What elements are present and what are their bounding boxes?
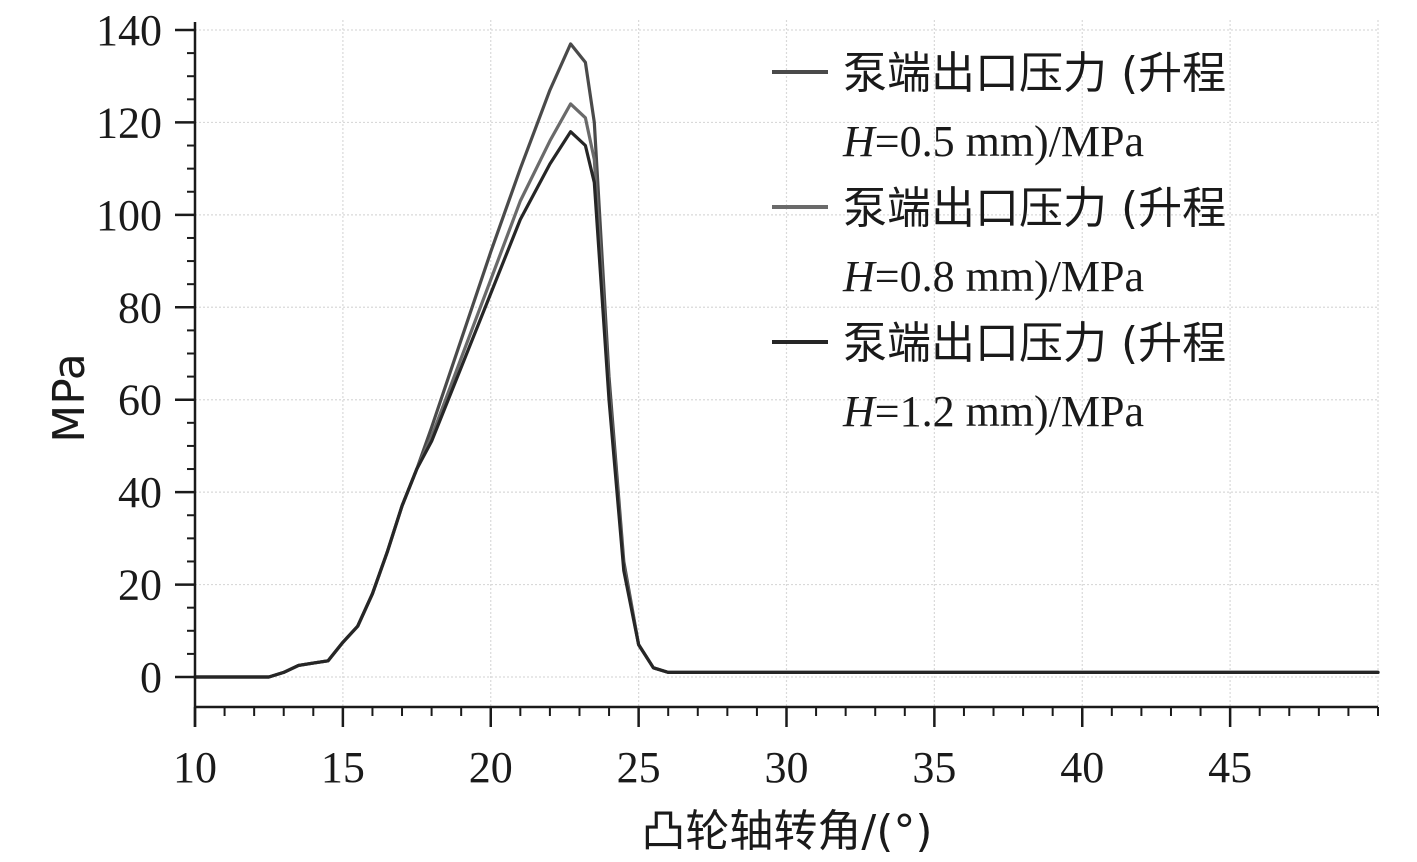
legend-label-line1-2: 泵端出口压力 (升程 bbox=[843, 183, 1226, 234]
y-tick-label: 40 bbox=[118, 468, 162, 517]
y-tick-label: 100 bbox=[96, 191, 162, 240]
y-axis-title: MPa bbox=[44, 353, 95, 442]
legend-italic-symbol: H bbox=[842, 117, 877, 166]
series-line-3 bbox=[193, 130, 1380, 679]
y-tick-label: 140 bbox=[96, 6, 162, 55]
legend-label-line2-1: H=0.5 mm)/MPa bbox=[842, 117, 1144, 166]
legend-label-rest: =1.2 mm)/MPa bbox=[875, 387, 1144, 436]
y-tick-label: 0 bbox=[140, 653, 162, 702]
x-tick-label: 45 bbox=[1208, 743, 1252, 792]
legend-label-line2-2: H=0.8 mm)/MPa bbox=[842, 252, 1144, 301]
x-tick-label: 20 bbox=[469, 743, 513, 792]
y-tick-labels: 0 20 40 60 80 100 120 140 bbox=[96, 6, 162, 702]
x-tick-labels: 10 15 20 25 30 35 40 45 bbox=[173, 743, 1252, 792]
legend-label-rest: =0.8 mm)/MPa bbox=[875, 252, 1144, 301]
x-axis-title: 凸轮轴转角/(°) bbox=[641, 806, 932, 857]
axes bbox=[175, 22, 1379, 727]
x-tick-label: 10 bbox=[173, 743, 217, 792]
y-tick-label: 80 bbox=[118, 283, 162, 332]
x-tick-label: 15 bbox=[321, 743, 365, 792]
legend-label-line1-1: 泵端出口压力 (升程 bbox=[843, 48, 1226, 99]
y-tick-label: 20 bbox=[118, 561, 162, 610]
legend-italic-symbol: H bbox=[842, 387, 877, 436]
x-tick-label: 40 bbox=[1060, 743, 1104, 792]
legend-label-line1-3: 泵端出口压力 (升程 bbox=[843, 318, 1226, 369]
series-lines bbox=[193, 42, 1380, 679]
legend-italic-symbol: H bbox=[842, 252, 877, 301]
legend-label-rest: =0.5 mm)/MPa bbox=[875, 117, 1144, 166]
x-tick-label: 30 bbox=[765, 743, 809, 792]
legend-label-line2-3: H=1.2 mm)/MPa bbox=[842, 387, 1144, 436]
x-tick-label: 25 bbox=[617, 743, 661, 792]
grid bbox=[195, 20, 1379, 707]
x-tick-label: 35 bbox=[912, 743, 956, 792]
y-tick-label: 60 bbox=[118, 376, 162, 425]
y-tick-label: 120 bbox=[96, 98, 162, 147]
